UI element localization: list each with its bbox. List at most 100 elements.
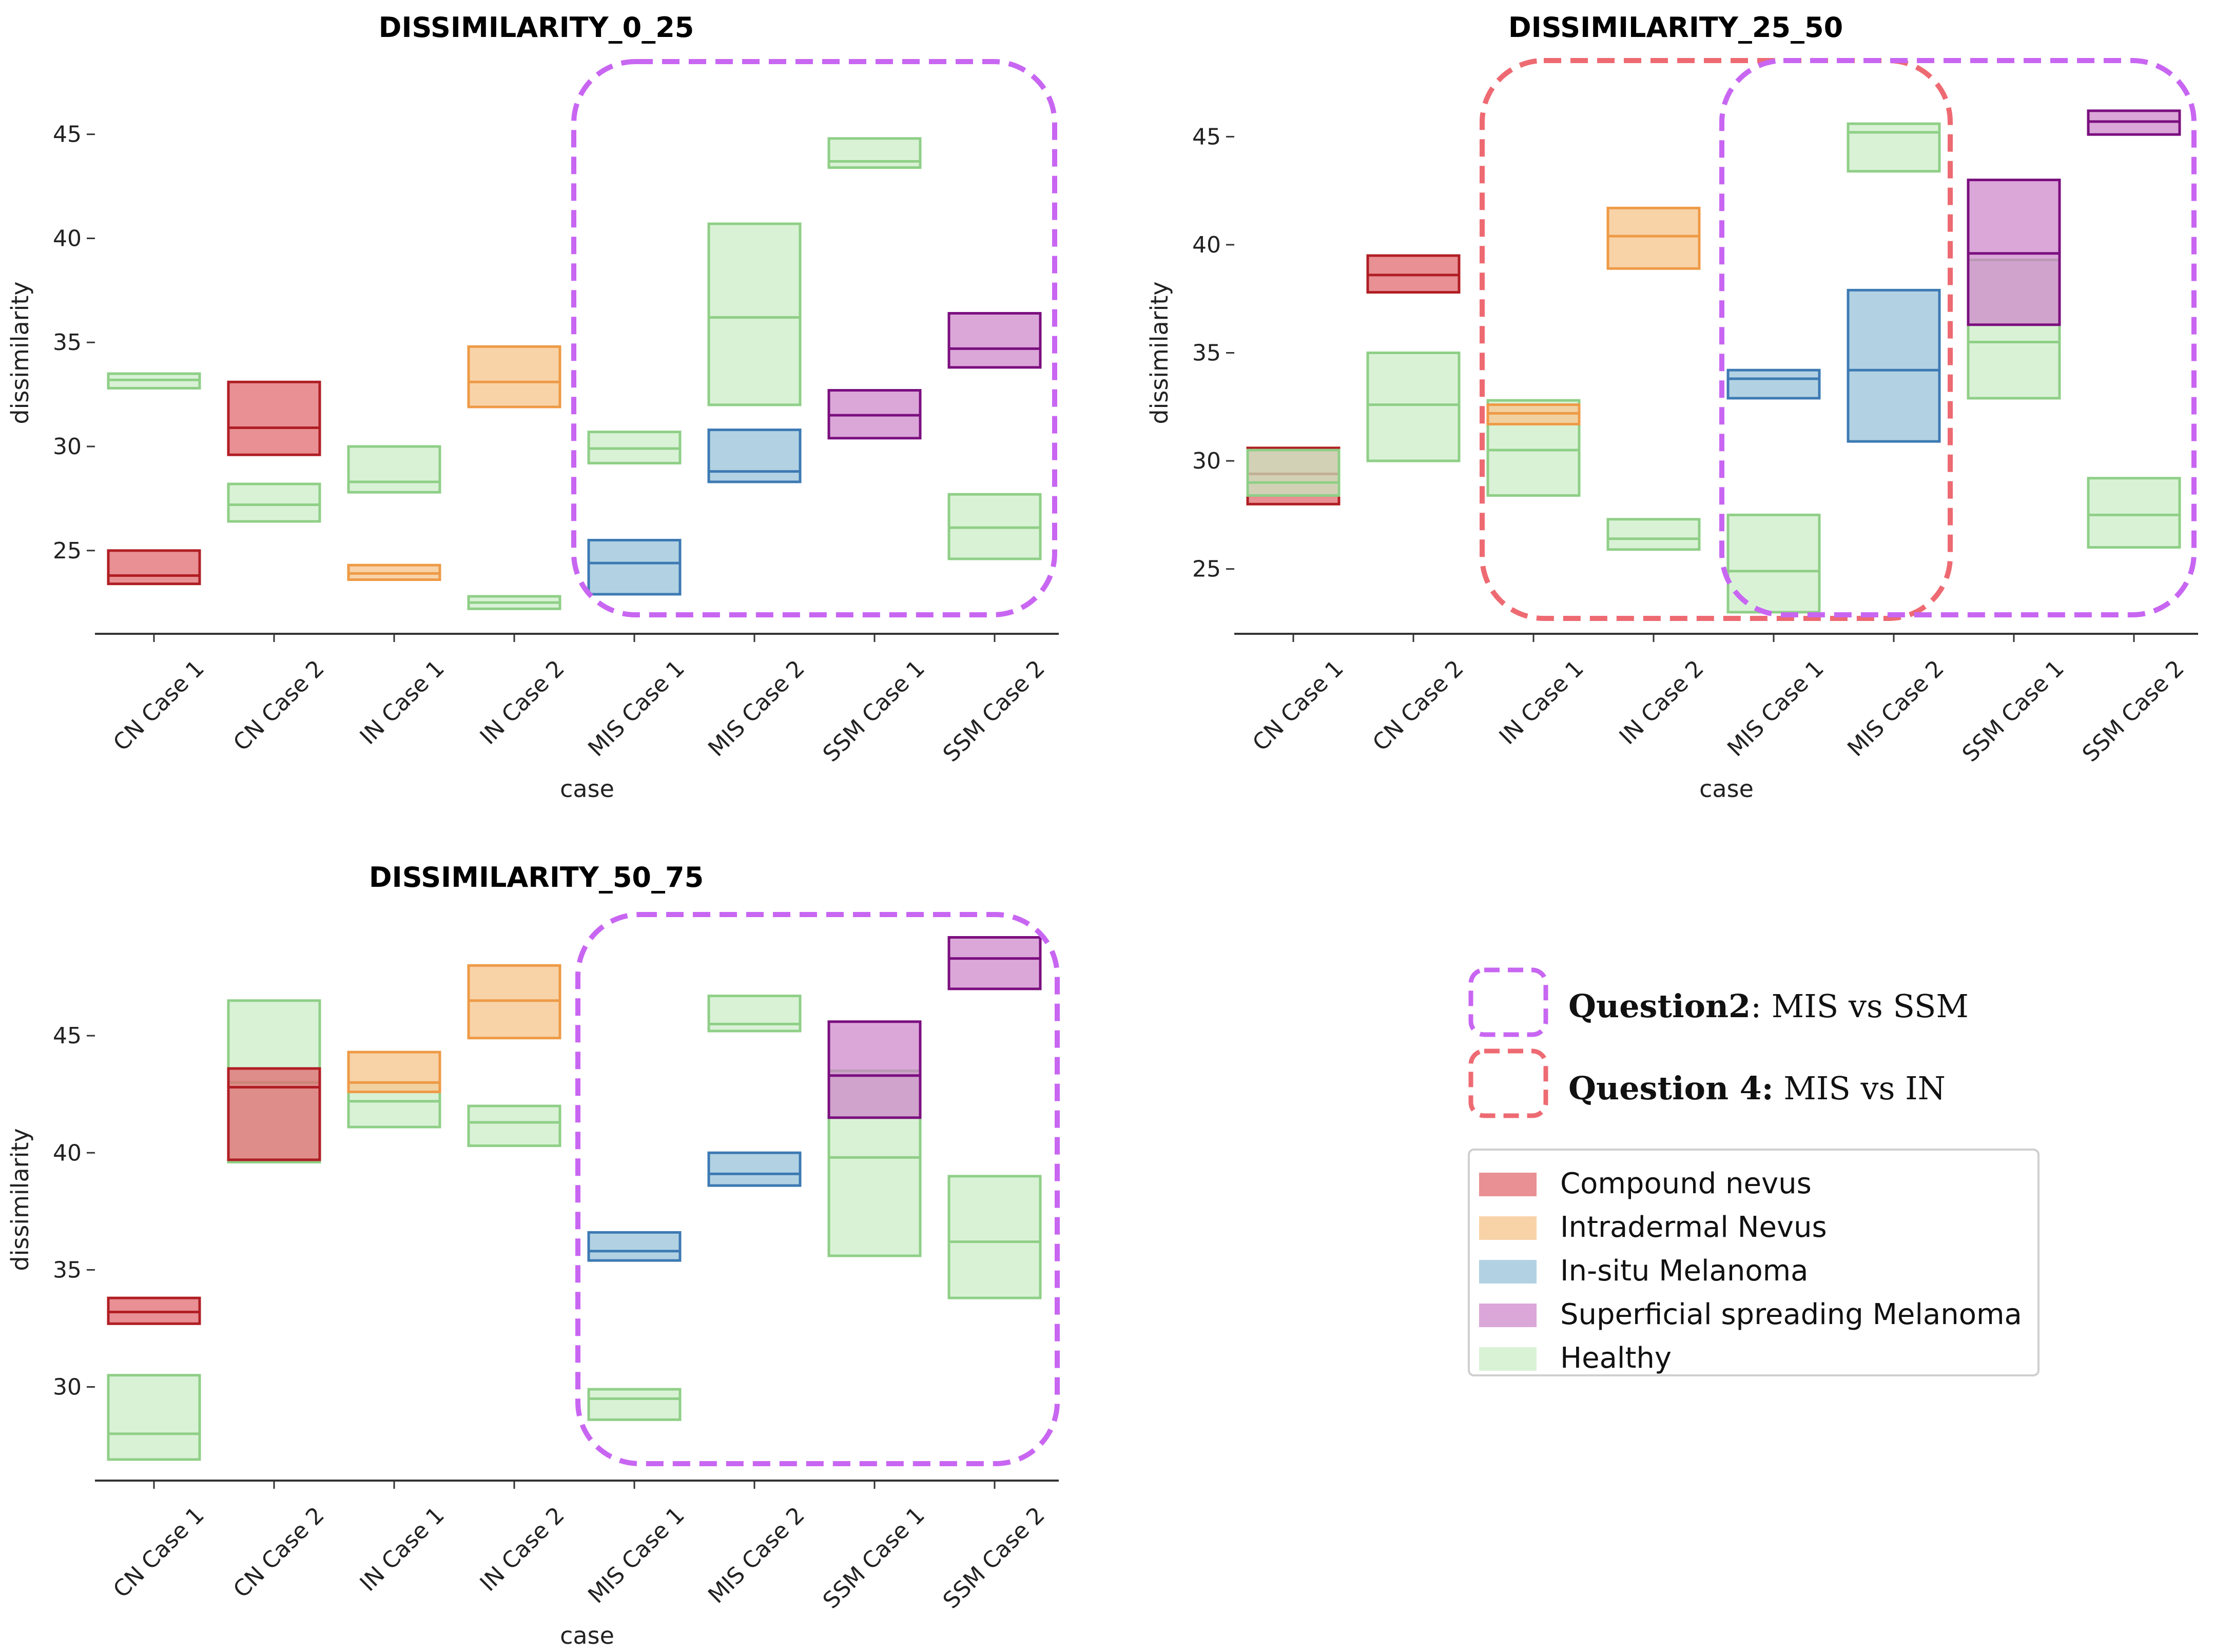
box-ssm-cat-6 (1967, 179, 2061, 326)
highlight-q2 (575, 912, 1060, 1466)
y-tick-label: 40 (1192, 232, 1221, 258)
box-healthy-cat-3 (467, 1104, 561, 1148)
box-body (587, 1231, 682, 1262)
question2-label: Question2: MIS vs SSM (1568, 987, 1969, 1025)
question2-rest: : MIS vs SSM (1751, 987, 1969, 1025)
box-body (827, 137, 922, 169)
x-tick-label: IN Case 2 (475, 1502, 570, 1597)
box-cn-cat-1 (1366, 254, 1461, 294)
box-body (587, 539, 682, 596)
box-ssm-cat-7 (2087, 109, 2181, 136)
box-in-cat-3 (467, 345, 561, 409)
box-body (1847, 288, 1941, 443)
x-tick-label: MIS Case 2 (703, 655, 810, 762)
y-tick-label: 30 (53, 1374, 82, 1401)
box-healthy-cat-6 (827, 137, 922, 169)
box-in-cat-3 (1606, 206, 1701, 270)
box-healthy-cat-0 (107, 372, 201, 390)
box-ssm-cat-7 (947, 312, 1042, 369)
x-tick-label: IN Case 1 (355, 655, 450, 750)
legend-item-in: Intradermal Nevus (1479, 1211, 1827, 1244)
box-cn-cat-1 (227, 380, 321, 456)
x-tick-label: IN Case 2 (475, 655, 570, 750)
y-tick-label: 25 (53, 538, 82, 564)
legend-item-mis: In-situ Melanoma (1479, 1254, 1808, 1288)
chart-panel-1: DISSIMILARITY_0_25 25 30 35 40 45 dissimilarit… (6, 11, 1059, 803)
box-healthy-cat-7 (2087, 477, 2181, 549)
x-tick-label: CN Case 2 (228, 1502, 329, 1603)
x-tick-label: SSM Case 1 (1957, 655, 2069, 767)
chart-title: DISSIMILARITY_25_50 (1508, 11, 1843, 44)
box-body (1847, 122, 1941, 173)
box-body (707, 429, 802, 483)
x-tick-label: CN Case 2 (228, 655, 329, 756)
legend-swatch (1479, 1347, 1537, 1371)
x-tick-label: MIS Case 1 (1722, 655, 1829, 762)
legend-label: Compound nevus (1560, 1167, 1812, 1200)
legend-swatch (1479, 1173, 1537, 1196)
x-tick-label: SSM Case 2 (938, 655, 1050, 767)
y-axis-label: dissimilarity (6, 281, 34, 424)
box-body (467, 345, 561, 409)
chart-panels: DISSIMILARITY_0_25 25 30 35 40 45 dissimilarit… (6, 11, 2198, 1649)
x-tick-label: MIS Case 2 (1842, 655, 1949, 762)
box-body (347, 1051, 441, 1094)
y-tick-label: 30 (53, 434, 82, 460)
x-axis-label: case (560, 775, 614, 803)
box-in-cat-2 (347, 1051, 441, 1094)
x-tick-label: SSM Case 1 (818, 655, 930, 767)
chart-panel-3: DISSIMILARITY_50_75 30 35 40 45 dissimilarity… (6, 861, 1060, 1649)
box-healthy-cat-0 (1246, 449, 1341, 497)
x-tick-label: MIS Case 2 (703, 1502, 810, 1609)
box-healthy-cat-4 (587, 431, 682, 464)
box-in-cat-3 (467, 964, 561, 1040)
x-tick-label: SSM Case 2 (938, 1502, 1050, 1614)
x-tick-label: CN Case 2 (1368, 655, 1469, 756)
y-axis-label: dissimilarity (6, 1128, 34, 1271)
box-body (107, 1374, 201, 1461)
class-legend-frame (1468, 1149, 2040, 1376)
x-axis-label: case (1699, 775, 1754, 803)
box-mis-cat-5 (1847, 288, 1941, 443)
legend-label: In-situ Melanoma (1560, 1254, 1808, 1288)
y-tick-label: 45 (53, 122, 82, 148)
box-body (1606, 206, 1701, 270)
box-body (347, 445, 441, 494)
box-cn-cat-0 (107, 1296, 201, 1325)
box-ssm-cat-6 (827, 389, 922, 440)
box-body (1366, 352, 1461, 462)
highlight-q4 (1480, 58, 1953, 621)
box-healthy-cat-5 (1847, 122, 1941, 173)
class-legend: Compound nevus Intradermal Nevus In-situ M… (1468, 1149, 2040, 1376)
question4-label: Question 4: MIS vs IN (1568, 1070, 1946, 1107)
x-tick-label: MIS Case 1 (583, 1502, 690, 1609)
box-healthy-cat-4 (587, 1388, 682, 1421)
legend-label: Superficial spreading Melanoma (1560, 1298, 2022, 1331)
box-healthy-cat-1 (227, 482, 321, 523)
y-tick-label: 35 (53, 329, 82, 356)
box-body (707, 1151, 802, 1187)
box-mis-cat-4 (587, 1231, 682, 1262)
y-axis-label: dissimilarity (1145, 281, 1173, 424)
box-body (947, 1175, 1042, 1299)
box-cn-cat-0 (107, 549, 201, 586)
y-tick-label: 30 (1192, 448, 1221, 474)
y-tick-label: 45 (1192, 124, 1221, 150)
box-body (1726, 368, 1821, 400)
question2-swatch (1468, 967, 1548, 1037)
box-body (227, 482, 321, 523)
chart-title: DISSIMILARITY_0_25 (379, 11, 694, 44)
box-in-cat-2 (347, 563, 441, 581)
y-tick-label: 35 (53, 1257, 82, 1283)
x-tick-label: SSM Case 2 (2077, 655, 2189, 767)
box-in-cat-2 (1486, 403, 1581, 425)
x-tick-label: IN Case 1 (355, 1502, 450, 1597)
y-tick-label: 25 (1192, 556, 1221, 582)
box-healthy-cat-5 (707, 222, 802, 406)
x-tick-label: SSM Case 1 (818, 1502, 930, 1614)
legend-swatch (1479, 1304, 1537, 1327)
box-body (707, 222, 802, 406)
y-tick-label: 40 (53, 1140, 82, 1166)
box-body (1246, 449, 1341, 497)
